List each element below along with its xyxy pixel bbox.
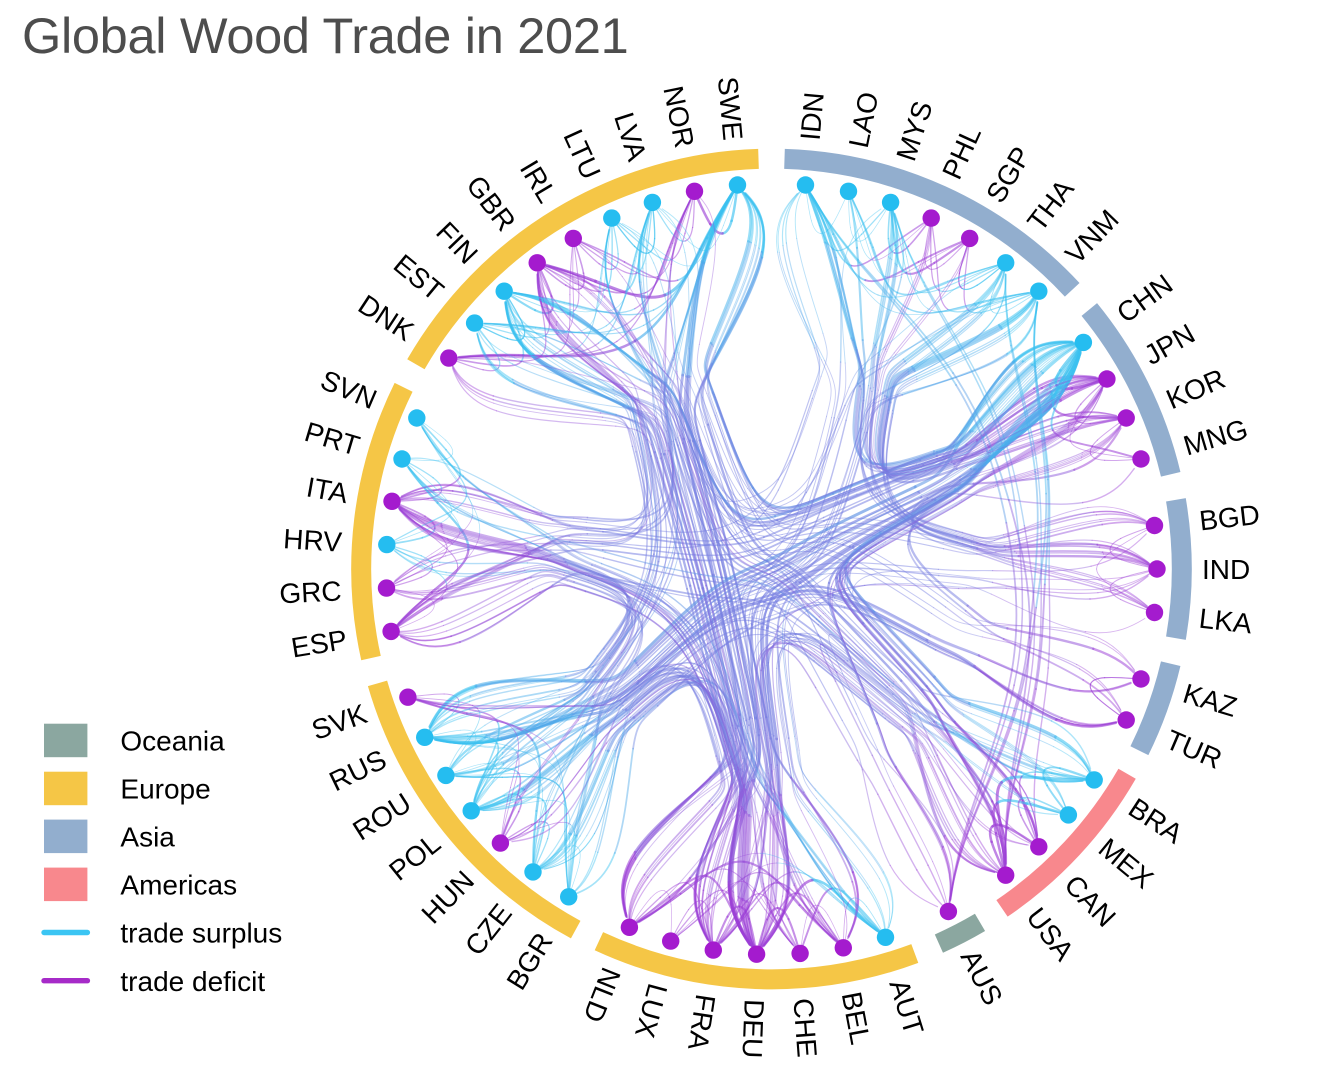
svg-text:LVA: LVA xyxy=(608,109,653,165)
svg-text:IND: IND xyxy=(1202,554,1250,585)
svg-text:LTU: LTU xyxy=(557,125,606,184)
svg-text:CZE: CZE xyxy=(459,898,518,961)
svg-text:ITA: ITA xyxy=(304,471,351,509)
svg-text:PRT: PRT xyxy=(301,416,363,462)
svg-text:CHE: CHE xyxy=(787,997,822,1058)
svg-text:DNK: DNK xyxy=(353,289,420,347)
svg-text:KAZ: KAZ xyxy=(1180,678,1241,723)
svg-text:CHN: CHN xyxy=(1111,268,1178,329)
svg-text:AUT: AUT xyxy=(883,976,929,1039)
svg-text:SWE: SWE xyxy=(712,75,749,141)
svg-text:MYS: MYS xyxy=(890,97,938,164)
svg-text:BGD: BGD xyxy=(1198,499,1262,537)
svg-text:BGR: BGR xyxy=(500,927,558,995)
svg-text:FRA: FRA xyxy=(682,992,721,1052)
svg-text:NLD: NLD xyxy=(577,963,626,1026)
svg-text:POL: POL xyxy=(383,827,446,886)
svg-text:GRC: GRC xyxy=(279,575,343,609)
svg-text:Asia: Asia xyxy=(120,821,175,852)
svg-text:BRA: BRA xyxy=(1123,792,1188,850)
svg-text:ESP: ESP xyxy=(289,624,349,664)
svg-text:HRV: HRV xyxy=(282,523,343,558)
svg-text:LAO: LAO xyxy=(843,89,885,150)
svg-text:Oceania: Oceania xyxy=(120,725,225,756)
svg-text:MNG: MNG xyxy=(1180,413,1251,461)
svg-text:JPN: JPN xyxy=(1139,318,1200,371)
svg-text:USA: USA xyxy=(1020,902,1080,967)
svg-text:IRL: IRL xyxy=(514,155,563,208)
svg-text:Global Wood Trade in 2021: Global Wood Trade in 2021 xyxy=(22,7,628,64)
svg-text:AUS: AUS xyxy=(955,945,1009,1010)
svg-text:PHL: PHL xyxy=(936,121,987,183)
svg-text:MEX: MEX xyxy=(1093,832,1160,895)
svg-text:THA: THA xyxy=(1021,173,1080,237)
svg-text:Europe: Europe xyxy=(120,773,210,804)
svg-text:KOR: KOR xyxy=(1162,363,1230,415)
svg-text:ROU: ROU xyxy=(347,787,416,847)
svg-text:RUS: RUS xyxy=(324,744,391,798)
svg-text:SGP: SGP xyxy=(980,141,1037,208)
svg-text:BEL: BEL xyxy=(836,989,876,1047)
svg-text:DEU: DEU xyxy=(736,999,769,1059)
svg-text:GBR: GBR xyxy=(460,170,521,237)
svg-text:Americas: Americas xyxy=(120,869,237,900)
svg-text:NOR: NOR xyxy=(657,83,700,150)
svg-text:TUR: TUR xyxy=(1161,724,1226,775)
svg-text:LKA: LKA xyxy=(1197,603,1253,640)
svg-text:CAN: CAN xyxy=(1058,869,1121,933)
svg-text:SVK: SVK xyxy=(308,698,371,746)
svg-text:EST: EST xyxy=(388,248,450,307)
svg-text:FIN: FIN xyxy=(430,216,484,270)
svg-text:trade deficit: trade deficit xyxy=(120,966,265,997)
svg-text:IDN: IDN xyxy=(795,91,830,142)
svg-text:SVN: SVN xyxy=(316,364,381,415)
svg-text:VNM: VNM xyxy=(1059,204,1124,270)
svg-text:trade surplus: trade surplus xyxy=(120,918,282,949)
svg-text:HUN: HUN xyxy=(415,865,480,930)
svg-text:LUX: LUX xyxy=(629,980,673,1041)
